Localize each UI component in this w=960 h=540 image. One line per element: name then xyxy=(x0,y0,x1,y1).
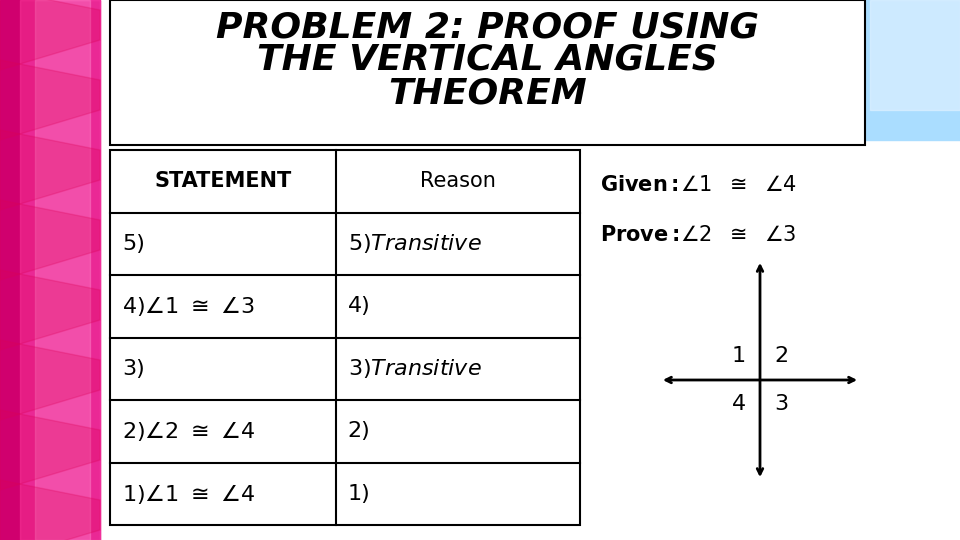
Bar xyxy=(110,150,580,525)
Text: 3)$\mathit{Transitive}$: 3)$\mathit{Transitive}$ xyxy=(348,357,482,380)
Text: 2: 2 xyxy=(774,346,788,366)
Text: 5): 5) xyxy=(122,234,145,254)
Polygon shape xyxy=(0,410,100,490)
Polygon shape xyxy=(0,480,100,540)
Text: $\angle$1  $\cong$  $\angle$4: $\angle$1 $\cong$ $\angle$4 xyxy=(680,175,797,195)
Text: 4)$\angle$1 $\cong$ $\angle$3: 4)$\angle$1 $\cong$ $\angle$3 xyxy=(122,294,254,318)
Text: STATEMENT: STATEMENT xyxy=(155,171,292,191)
Text: $\mathbf{Given:}$: $\mathbf{Given:}$ xyxy=(600,175,679,195)
Text: 2)$\angle$2 $\cong$ $\angle$4: 2)$\angle$2 $\cong$ $\angle$4 xyxy=(122,419,255,443)
Text: THE VERTICAL ANGLES: THE VERTICAL ANGLES xyxy=(257,42,718,76)
Polygon shape xyxy=(0,340,100,420)
Polygon shape xyxy=(0,200,100,280)
Text: $\angle$2  $\cong$  $\angle$3: $\angle$2 $\cong$ $\angle$3 xyxy=(680,225,797,245)
Text: 5)$\mathit{Transitive}$: 5)$\mathit{Transitive}$ xyxy=(348,232,482,255)
Bar xyxy=(110,0,865,145)
Polygon shape xyxy=(0,60,100,140)
Bar xyxy=(35,0,90,540)
Text: 4: 4 xyxy=(732,394,746,414)
Text: 3): 3) xyxy=(122,359,145,379)
Text: 2): 2) xyxy=(348,421,371,441)
Text: THEOREM: THEOREM xyxy=(388,76,587,110)
Polygon shape xyxy=(0,270,100,350)
Bar xyxy=(20,0,100,540)
Text: 4): 4) xyxy=(348,296,371,316)
Bar xyxy=(870,0,960,110)
Text: 1): 1) xyxy=(348,484,371,504)
Text: 1: 1 xyxy=(732,346,746,366)
Text: 1)$\angle$1 $\cong$ $\angle$4: 1)$\angle$1 $\cong$ $\angle$4 xyxy=(122,482,255,506)
Bar xyxy=(0,0,100,540)
Text: $\mathbf{Prove:}$: $\mathbf{Prove:}$ xyxy=(600,225,680,245)
Polygon shape xyxy=(0,130,100,210)
Polygon shape xyxy=(0,0,100,70)
Text: 3: 3 xyxy=(774,394,788,414)
Bar xyxy=(840,0,960,140)
Text: Reason: Reason xyxy=(420,171,495,191)
Text: PROBLEM 2: PROOF USING: PROBLEM 2: PROOF USING xyxy=(216,10,759,44)
